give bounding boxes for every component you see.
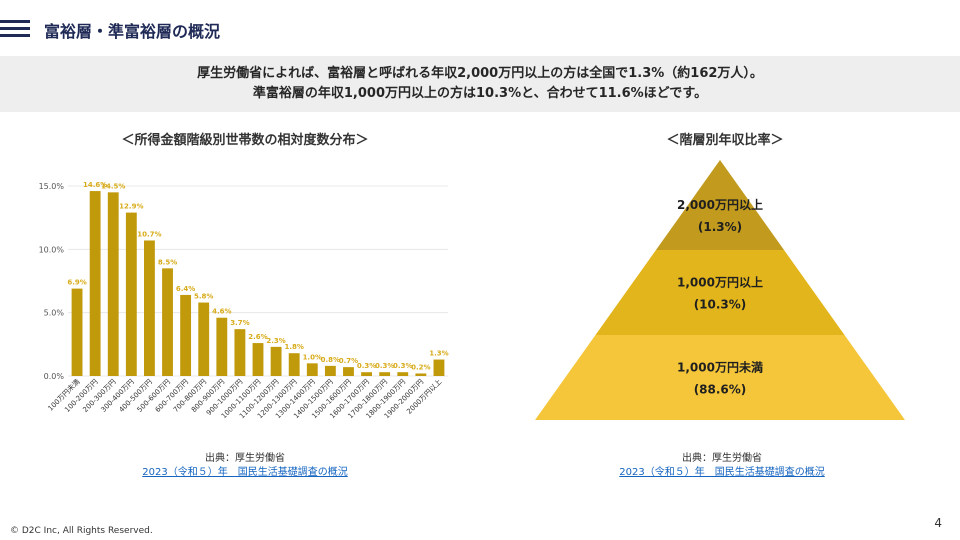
pyramid-chart-source: 出典：厚生労働省 2023（令和５）年 国民生活基礎調査の概況 [572,452,872,480]
pyramid-tier-value: (1.3%) [698,220,742,234]
bar-value-label: 5.8% [194,293,213,301]
summary-line-1: 厚生労働省によれば、富裕層と呼ばれる年収2,000万円以上の方は全国で1.3%（… [197,66,763,81]
bar-value-label: 6.9% [67,279,86,287]
bar-value-label: 0.8% [321,356,340,364]
bar [198,302,210,376]
bar [324,365,336,376]
pyramid-tier-value: (10.3%) [694,298,747,312]
bar [234,329,246,376]
bar-value-label: 14.5% [101,182,125,190]
source-link[interactable]: 2023（令和５）年 国民生活基礎調査の概況 [619,467,825,478]
bar-value-label: 14.6% [83,181,107,189]
bar-value-label: 4.6% [212,308,231,316]
bar [433,359,445,376]
bar-value-label: 2.3% [266,337,285,345]
income-distribution-bar-chart: 0.0%5.0%10.0%15.0%6.9%100万円未満14.6%100-20… [39,181,449,420]
bar [361,372,372,376]
bar [252,343,264,376]
income-tier-pyramid-chart: 2,000万円以上 (1.3%) 1,000万円以上 (10.3%) 1,000万円未満… [535,160,905,420]
hamburger-menu-icon[interactable] [0,20,30,38]
bar-value-label: 0.7% [339,357,358,365]
summary-box: 厚生労働省によれば、富裕層と呼ばれる年収2,000万円以上の方は全国で1.3%（… [0,56,960,112]
pyramid-tier [595,250,845,335]
source-label: 出典：厚生労働省 [205,453,285,464]
bar [107,192,119,376]
pyramid-tier-value: (88.6%) [694,383,747,397]
bar [125,212,137,376]
bar [89,191,101,376]
bar [306,363,318,376]
page-number: 4 [934,516,942,530]
y-tick-label: 15.0% [39,182,65,191]
bar [144,240,155,376]
bar-value-label: 12.9% [119,203,143,211]
copyright: © D2C Inc, All Rights Reserved. [10,526,153,536]
bar-value-label: 3.7% [230,319,249,327]
bar [71,288,83,376]
pyramid-tier [655,160,785,250]
source-label: 出典：厚生労働省 [682,453,762,464]
bar [180,294,192,376]
bar-value-label: 0.2% [411,363,430,371]
bar-value-label: 1.0% [303,353,322,361]
bar [216,317,228,376]
source-link[interactable]: 2023（令和５）年 国民生活基礎調査の概況 [142,467,348,478]
bar-chart-title: ＜所得金額階級別世帯数の相対度数分布＞ [121,133,369,148]
bar [270,346,282,376]
pyramid-tier-label: 2,000万円以上 [677,197,763,212]
pyramid-tier [535,335,905,420]
bar [343,367,354,376]
page-title: 富裕層・準富裕層の概況 [44,22,221,41]
bar-value-label: 2.6% [248,333,267,341]
bar-value-label: 0.3% [357,362,376,370]
bar [288,353,300,376]
bar [379,372,391,376]
pyramid-tier-label: 1,000万円未満 [677,360,763,375]
pyramid-chart-title: ＜階層別年収比率＞ [666,133,784,148]
y-tick-label: 5.0% [44,309,65,318]
pyramid-tier-label: 1,000万円以上 [677,275,763,290]
header: 富裕層・準富裕層の概況 [0,12,960,44]
bar-value-label: 10.7% [137,230,161,238]
bar-value-label: 0.3% [393,362,412,370]
bar-chart-source: 出典：厚生労働省 2023（令和５）年 国民生活基礎調査の概況 [95,452,395,480]
bar [415,373,427,376]
bar-value-label: 8.5% [158,258,177,266]
summary-line-2: 準富裕層の年収1,000万円以上の方は10.3%と、合わせて11.6%ほどです。 [252,86,708,101]
bar-value-label: 1.8% [284,343,303,351]
bar [162,268,173,376]
bar-value-label: 0.3% [375,362,394,370]
bar-value-label: 6.4% [176,285,195,293]
y-tick-label: 0.0% [44,372,65,381]
bar [397,372,409,376]
bar-value-label: 1.3% [429,350,448,358]
y-tick-label: 10.0% [39,245,65,254]
